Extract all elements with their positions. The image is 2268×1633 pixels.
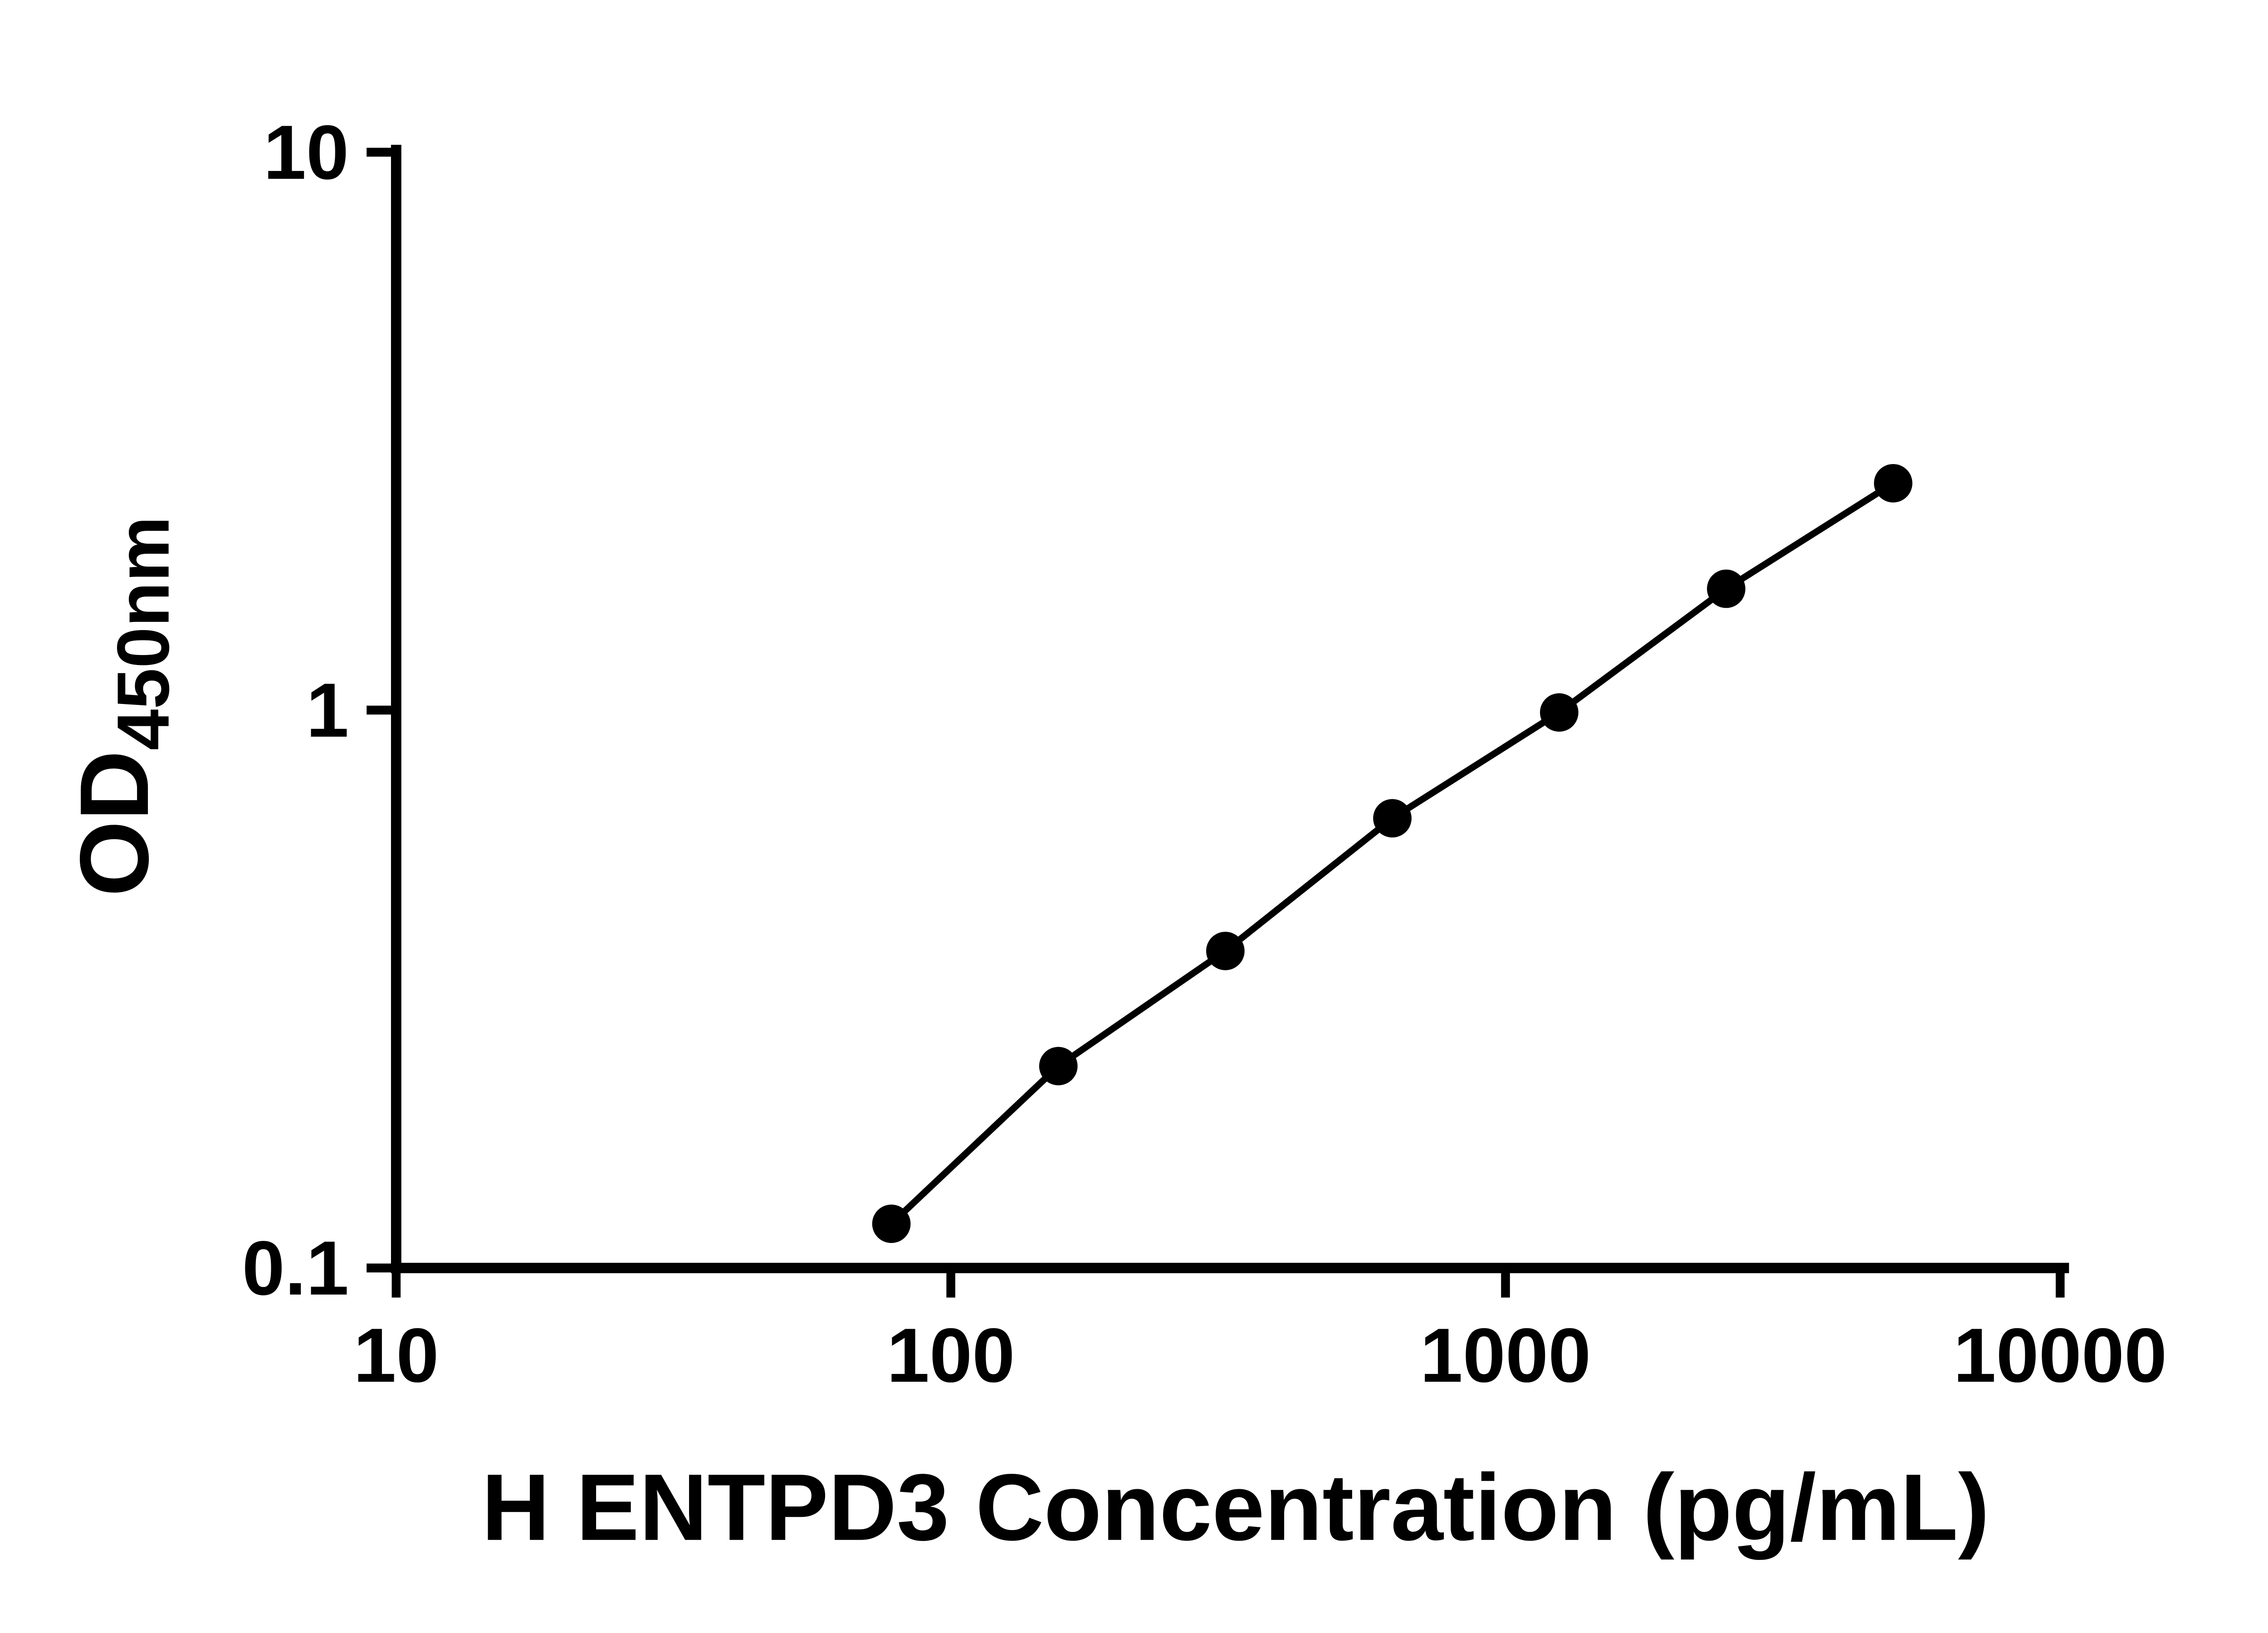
y-tick-label-10: 10 — [264, 109, 349, 195]
data-point-6 — [1707, 569, 1745, 608]
data-point-1 — [872, 1204, 911, 1243]
data-series — [872, 464, 1913, 1243]
x-tick-label-1000: 1000 — [1420, 1312, 1591, 1398]
y-tick-label-1: 1 — [306, 667, 349, 753]
y-axis-title: OD450nm — [59, 516, 185, 897]
data-point-4 — [1373, 799, 1412, 838]
data-point-7 — [1874, 464, 1913, 503]
y-tick-label-0.1: 0.1 — [242, 1225, 349, 1311]
axes: 10 100 1000 10000 0.1 1 10 — [242, 109, 2167, 1398]
x-tick-label-100: 100 — [887, 1312, 1015, 1398]
x-axis-title: H ENTPD3 Concentration (pg/mL) — [482, 1455, 1989, 1560]
y-axis-title-main: OD — [59, 750, 169, 897]
y-axis-title-subscript: 450nm — [102, 516, 185, 750]
data-point-3 — [1206, 932, 1245, 970]
data-point-2 — [1039, 1046, 1078, 1085]
x-tick-label-10000: 10000 — [1953, 1312, 2167, 1398]
data-point-5 — [1540, 693, 1579, 732]
x-tick-label-10: 10 — [353, 1312, 439, 1398]
